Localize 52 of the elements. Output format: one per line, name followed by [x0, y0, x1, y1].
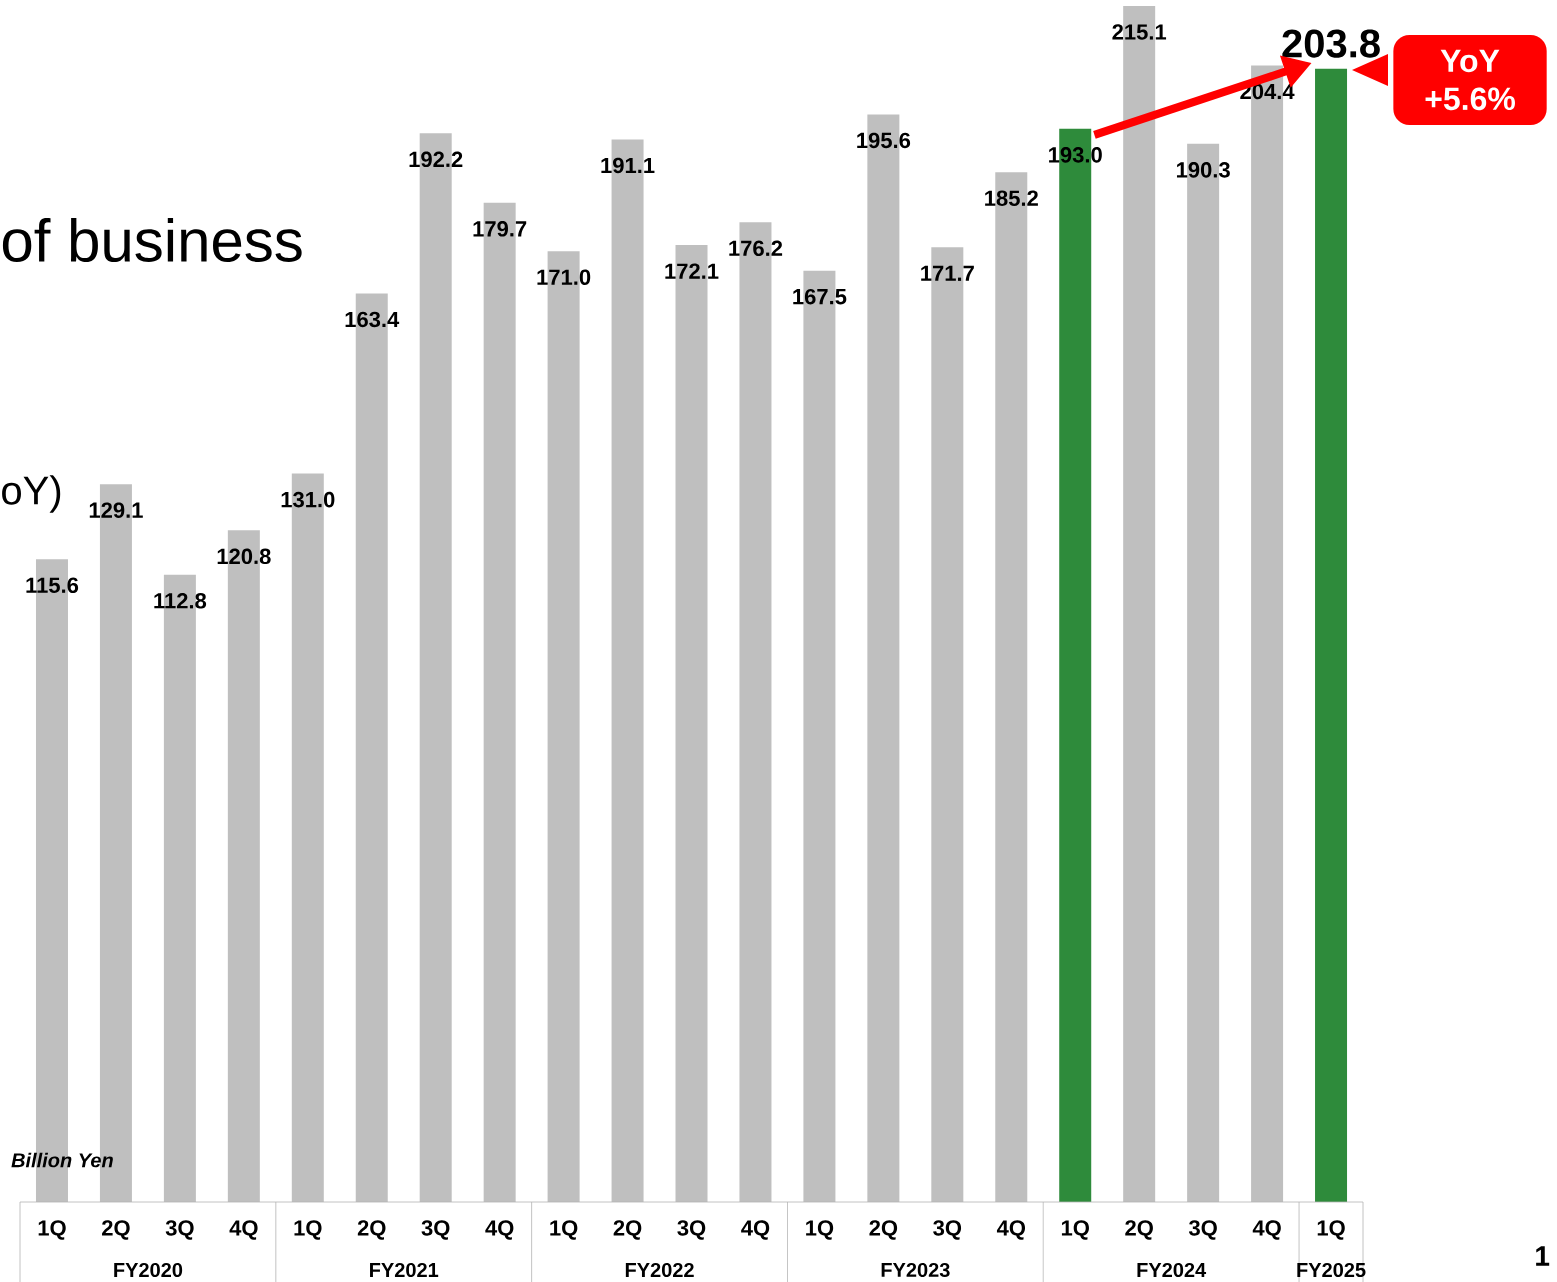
data-label: 192.2	[409, 151, 463, 168]
data-label: 167.5	[793, 288, 847, 305]
x-tick-label: 1Q	[806, 1220, 834, 1240]
text: FY2025	[1297, 1262, 1366, 1278]
x-tick-label: 4Q	[741, 1220, 770, 1240]
x-tick-label: 1Q	[294, 1220, 322, 1240]
x-tick-label: 3Q	[421, 1220, 450, 1240]
data-label: 172.1	[665, 263, 719, 279]
bar	[1315, 68, 1348, 1203]
x-tick-label: 1Q	[550, 1220, 578, 1240]
x-tick-label: 4Q	[1252, 1220, 1281, 1240]
data-label: 115.6	[26, 577, 79, 594]
text: FY2022	[625, 1262, 694, 1278]
text: oY)	[2, 475, 61, 513]
data-label: 163.4	[345, 311, 400, 328]
text: FY2024	[1137, 1262, 1207, 1278]
x-tick-label: 2Q	[613, 1220, 642, 1240]
text: YoY +5.6%	[1425, 49, 1515, 111]
x-tick-label: 2Q	[357, 1220, 386, 1240]
data-label: 215.1	[1112, 24, 1167, 40]
x-tick-label: 4Q	[229, 1220, 258, 1240]
text: 1	[1536, 1246, 1550, 1266]
data-label: 171.0	[537, 269, 591, 285]
x-tick-label: 3Q	[165, 1220, 194, 1240]
data-label: 120.8	[217, 548, 271, 565]
data-label: 179.7	[473, 221, 527, 237]
data-label: 185.2	[985, 190, 1038, 207]
data-label: 112.8	[154, 593, 207, 609]
data-label: 131.0	[281, 491, 335, 508]
x-tick-label: 1Q	[1061, 1220, 1089, 1240]
x-tick-label: 1Q	[1317, 1220, 1345, 1240]
text: of business	[2, 217, 302, 263]
x-tick-label: 2Q	[869, 1220, 898, 1240]
x-tick-label: 4Q	[485, 1220, 514, 1240]
data-label: 171.7	[921, 265, 974, 281]
data-label: 129.1	[89, 502, 143, 518]
data-label: 176.2	[729, 240, 783, 257]
data-label: 195.6	[857, 132, 911, 149]
text: FY2021	[370, 1262, 439, 1278]
annotation: Billion Yen	[11, 1152, 113, 1168]
x-tick-label: 2Q	[102, 1220, 130, 1240]
x-tick-label: 3Q	[1188, 1220, 1217, 1240]
text: FY2020	[114, 1262, 183, 1278]
x-tick-label: 3Q	[677, 1220, 706, 1240]
x-tick-label: 3Q	[933, 1220, 962, 1240]
data-label: 203.8	[1282, 29, 1380, 58]
data-label: 191.1	[601, 157, 655, 174]
x-tick-label: 4Q	[996, 1220, 1026, 1240]
x-tick-label: 1Q	[38, 1220, 66, 1240]
text: FY2023	[881, 1262, 950, 1278]
x-tick-label: 2Q	[1125, 1220, 1153, 1240]
data-label: 190.3	[1176, 162, 1230, 178]
